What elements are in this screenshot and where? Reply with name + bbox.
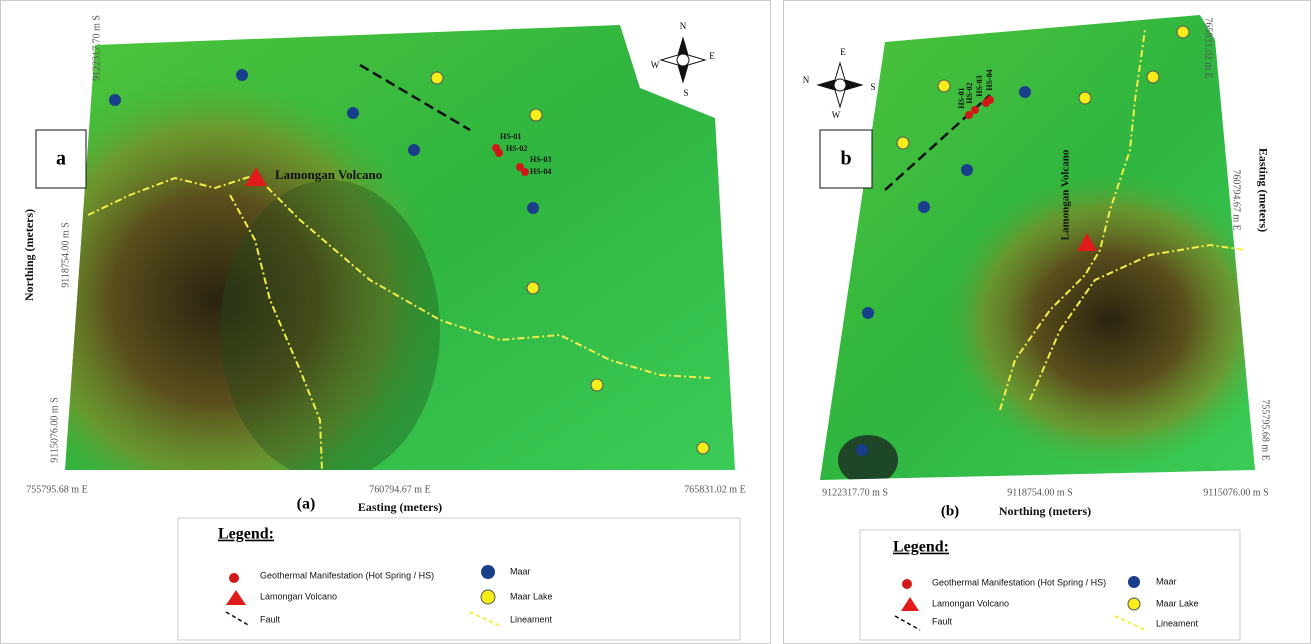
legend-item: Geothermal Manifestation (Hot Spring / H… bbox=[932, 577, 1106, 587]
legend-item: Lamongan Volcano bbox=[932, 598, 1009, 608]
caption: (b) bbox=[941, 503, 959, 519]
compass bbox=[661, 38, 705, 82]
compass-label: W bbox=[832, 110, 841, 120]
x-axis-title: Northing (meters) bbox=[999, 504, 1091, 518]
legend-symbol bbox=[902, 579, 912, 589]
x-tick-label: 755795.68 m E bbox=[26, 484, 87, 495]
x-axis-title: Easting (meters) bbox=[358, 500, 442, 514]
legend-item: Fault bbox=[260, 614, 281, 624]
legend-symbol bbox=[481, 590, 495, 604]
x-tick-label: 9115076.00 m S bbox=[1203, 487, 1268, 498]
x-tick-label: 760794.67 m E bbox=[369, 484, 430, 495]
y-axis-title: Northing (meters) bbox=[22, 209, 36, 301]
volcano-label: Lamongan Volcano bbox=[275, 167, 382, 182]
y-tick-label: 760794.67 m E bbox=[1231, 169, 1242, 230]
legend-symbol bbox=[1128, 598, 1140, 610]
panel-label: b bbox=[840, 148, 851, 170]
legend-item: Maar Lake bbox=[1156, 598, 1199, 608]
legend-symbol bbox=[1128, 576, 1140, 588]
legend-item: Fault bbox=[932, 616, 953, 626]
x-tick-label: 9122317.70 m S bbox=[822, 487, 888, 498]
terrain bbox=[815, 10, 1280, 485]
compass-label: W bbox=[651, 60, 660, 70]
hs-label: HS-01 bbox=[500, 132, 521, 141]
y-tick-label: 765831.02 m E bbox=[1203, 17, 1214, 78]
panel-label: a bbox=[56, 148, 66, 170]
legend-title: Legend: bbox=[218, 526, 274, 543]
compass-label: E bbox=[840, 47, 846, 57]
y-axis-title: Easting (meters) bbox=[1256, 148, 1270, 232]
y-tick-label: 9115076.00 m S bbox=[49, 397, 60, 462]
legend-symbol bbox=[481, 565, 495, 579]
volcano-label: Lamongan Volcano bbox=[1060, 149, 1072, 240]
hs-label: HS-02 bbox=[506, 144, 527, 153]
legend-item: Lamongan Volcano bbox=[260, 591, 337, 601]
y-tick-label: 9122317.70 m S bbox=[91, 15, 102, 81]
hs-label: HS-02 bbox=[965, 82, 974, 103]
hs-label: HS-03 bbox=[530, 155, 551, 164]
legend-item: Lineament bbox=[1156, 618, 1199, 628]
legend-item: Maar bbox=[1156, 576, 1177, 586]
legend-title: Legend: bbox=[893, 539, 949, 556]
compass bbox=[818, 63, 862, 107]
y-tick-label: 755795.68 m E bbox=[1260, 399, 1271, 460]
legend-symbol bbox=[229, 573, 239, 583]
x-tick-label: 9118754.00 m S bbox=[1007, 487, 1072, 498]
compass-label: S bbox=[870, 82, 875, 92]
legend-item: Maar bbox=[510, 566, 531, 576]
compass-label: N bbox=[803, 75, 810, 85]
hs-label: HS-04 bbox=[985, 69, 994, 90]
caption: (a) bbox=[297, 496, 316, 513]
legend-item: Maar Lake bbox=[510, 591, 553, 601]
hs-label: HS-04 bbox=[530, 167, 551, 176]
x-tick-label: 765831.02 m E bbox=[684, 484, 745, 495]
hs-label: HS-03 bbox=[975, 75, 984, 96]
figure: Lamongan Volcano HS-01 HS-02 HS-03 HS-04… bbox=[0, 0, 1311, 644]
legend-item: Geothermal Manifestation (Hot Spring / H… bbox=[260, 570, 434, 580]
compass-label: S bbox=[683, 88, 688, 98]
compass-label: N bbox=[680, 21, 687, 31]
compass-label: E bbox=[709, 51, 715, 61]
y-tick-label: 9118754.00 m S bbox=[60, 222, 71, 287]
legend-item: Lineament bbox=[510, 614, 553, 624]
